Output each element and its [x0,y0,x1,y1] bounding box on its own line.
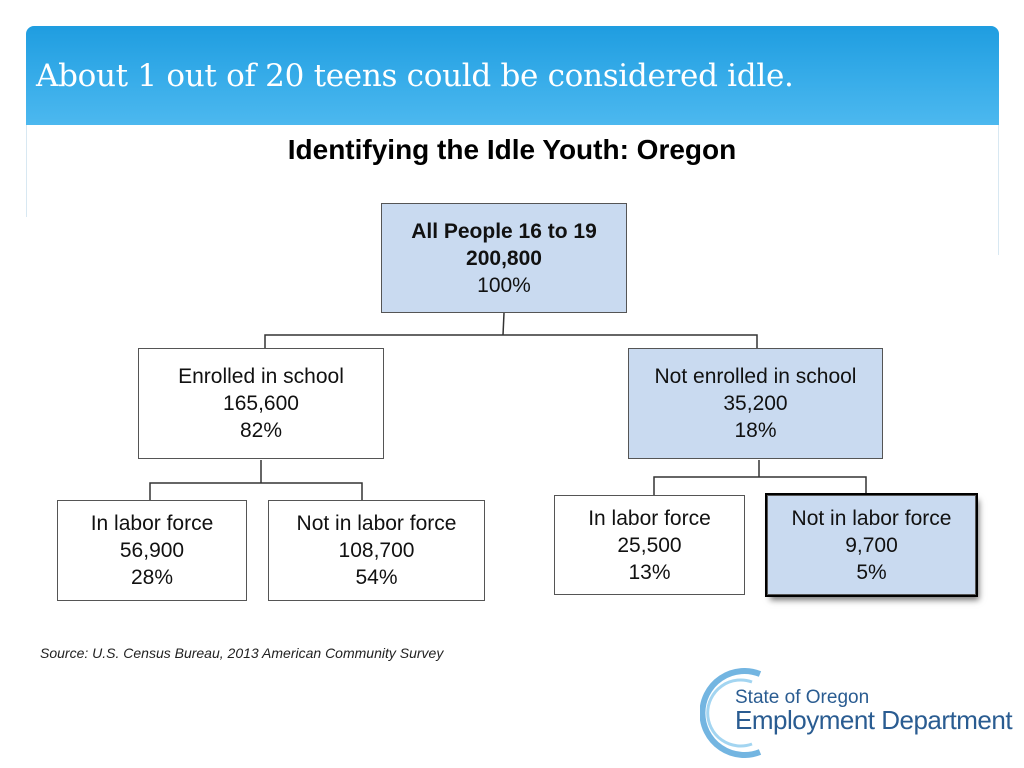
node-not-enrolled-in-labor-force: In labor force 25,500 13% [554,495,745,595]
oregon-employment-logo-icon [700,668,762,758]
node-not-enrolled-in-labor-force-percent: 13% [628,560,671,584]
node-all-people: All People 16 to 19 200,800 100% [381,203,627,313]
node-idle-youth-count: 9,700 [845,533,898,557]
node-not-enrolled-percent: 18% [734,419,777,442]
node-enrolled-not-in-labor-force-percent: 54% [355,566,398,589]
node-enrolled-in-labor-force-count: 56,900 [119,539,185,562]
node-enrolled-in-labor-force-label: In labor force [90,512,214,535]
frame-line-right [998,125,999,255]
connector-root [502,312,505,336]
logo-line-department: Employment Department [735,705,1013,735]
node-enrolled-percent: 82% [239,419,283,442]
node-idle-youth-percent: 5% [856,560,887,584]
node-enrolled-count: 165,600 [223,392,299,415]
node-not-enrolled: Not enrolled in school 35,200 18% [628,348,883,459]
node-not-enrolled-label: Not enrolled in school [654,365,857,388]
node-all-people-percent: 100% [477,273,531,297]
node-enrolled-not-in-labor-force-label: Not in labor force [296,512,457,535]
node-not-enrolled-in-labor-force-count: 25,500 [617,533,682,557]
diagram-title: Identifying the Idle Youth: Oregon [287,134,737,165]
connector-not-enrolled-bar [653,476,867,495]
header-band [26,26,999,125]
node-enrolled-label: Enrolled in school [178,365,344,388]
node-idle-youth-label: Not in labor force [791,506,952,530]
node-enrolled-not-in-labor-force: Not in labor force 108,700 54% [268,500,485,601]
connector-level1-bar [264,334,758,348]
node-enrolled-not-in-labor-force-count: 108,700 [338,539,415,562]
node-not-enrolled-in-labor-force-label: In labor force [588,506,711,530]
node-idle-youth: Not in labor force 9,700 5% [767,495,976,595]
logo-line-state: State of Oregon [735,687,870,708]
node-enrolled: Enrolled in school 165,600 82% [138,348,384,459]
node-enrolled-in-labor-force: In labor force 56,900 28% [57,500,247,601]
node-not-enrolled-count: 35,200 [723,392,788,415]
node-all-people-count: 200,800 [466,246,542,270]
node-enrolled-in-labor-force-percent: 28% [130,566,174,589]
slide-title: About 1 out of 20 teens could be conside… [36,58,794,94]
node-all-people-label: All People 16 to 19 [411,219,597,243]
connector-enrolled-bar [149,482,363,500]
source-note: Source: U.S. Census Bureau, 2013 America… [40,645,444,661]
frame-line-left [26,125,27,217]
